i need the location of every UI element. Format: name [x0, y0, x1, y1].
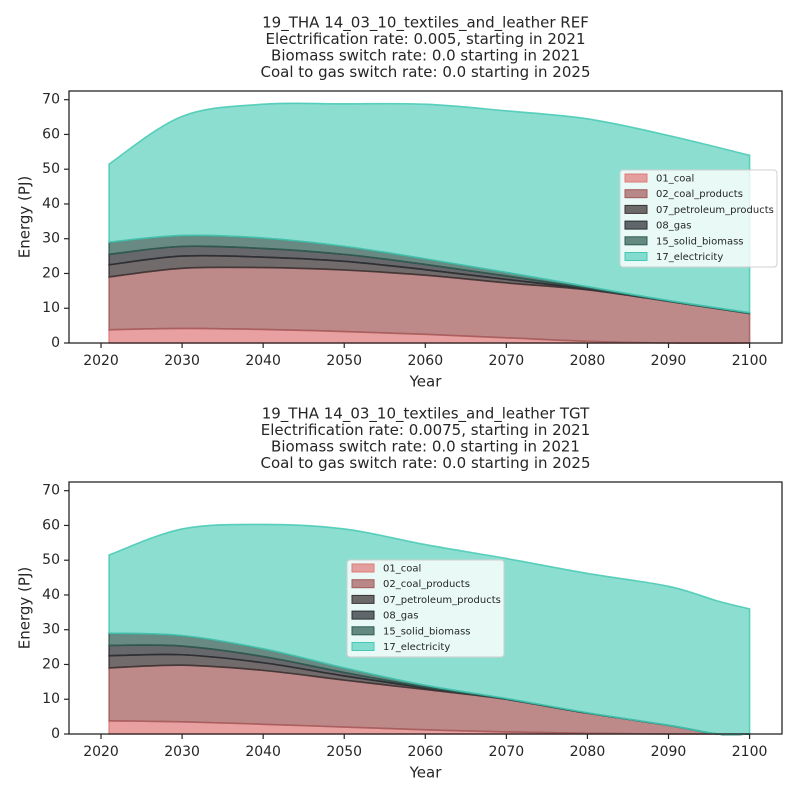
y-axis: 0 10 20 30 40 50 60 70 Energy (PJ) — [16, 483, 69, 742]
chart-title-line-4: Coal to gas switch rate: 0.0 starting in… — [261, 63, 591, 81]
legend-label: 08_gas — [656, 221, 691, 232]
y-tick-label: 10 — [42, 691, 60, 707]
y-tick-label: 40 — [42, 587, 60, 603]
legend-swatch-17-electricity — [351, 642, 375, 651]
legend-box — [619, 169, 778, 268]
x-tick-label: 2050 — [326, 744, 362, 760]
area-layers — [108, 102, 751, 344]
chart-title-line-1: 19_THA 14_03_10_textiles_and_leather TGT — [262, 405, 590, 424]
legend-label: 17_electricity — [383, 642, 450, 653]
subplot-1: 19_THA 14_03_10_textiles_and_leather REF… — [16, 14, 783, 391]
y-tick-label: 50 — [42, 552, 60, 568]
x-tick-label: 2080 — [570, 353, 606, 369]
legend-swatch-08-gas — [351, 610, 375, 620]
x-tick-label: 2080 — [570, 744, 606, 760]
y-tick-label: 20 — [42, 656, 60, 672]
legend: 01_coal 02_coal_products 07_petroleum_prod… — [619, 169, 778, 268]
legend-label: 07_petroleum_products — [656, 205, 774, 216]
y-tick-label: 30 — [42, 231, 60, 247]
subplot-2: 19_THA 14_03_10_textiles_and_leather TGT… — [16, 405, 783, 782]
legend-label: 02_coal_products — [656, 189, 743, 200]
x-tick-label: 2020 — [83, 744, 119, 760]
y-tick-label: 40 — [42, 196, 60, 212]
chart-title-line-3: Biomass switch rate: 0.0 starting in 202… — [271, 438, 580, 456]
y-tick-label: 0 — [51, 335, 60, 351]
x-axis-label: Year — [409, 764, 443, 782]
x-tick-label: 2060 — [407, 744, 443, 760]
x-axis: 2020 2030 2040 2050 2060 2070 2080 2090 2100 Year — [83, 734, 767, 782]
legend-swatch-08-gas — [624, 220, 648, 230]
x-axis-label: Year — [409, 373, 443, 391]
x-tick-label: 2030 — [164, 744, 200, 760]
x-tick-label: 2060 — [407, 353, 443, 369]
chart-title-line-3: Biomass switch rate: 0.0 starting in 202… — [271, 47, 580, 65]
x-tick-label: 2020 — [83, 353, 119, 369]
y-tick-label: 10 — [42, 300, 60, 316]
x-tick-label: 2030 — [164, 353, 200, 369]
y-axis: 0 10 20 30 40 50 60 70 Energy (PJ) — [16, 92, 69, 351]
legend-swatch-15-solid-biomass — [624, 236, 648, 246]
y-tick-label: 60 — [42, 517, 60, 533]
x-tick-label: 2050 — [326, 353, 362, 369]
legend-label: 07_petroleum_products — [383, 595, 501, 606]
y-tick-label: 70 — [42, 92, 60, 108]
y-tick-label: 30 — [42, 622, 60, 638]
chart-title-line-2: Electrification rate: 0.005, starting in… — [265, 30, 585, 48]
y-tick-label: 50 — [42, 161, 60, 177]
x-tick-label: 2100 — [732, 353, 768, 369]
legend-label: 15_solid_biomass — [656, 236, 744, 247]
chart-title-line-4: Coal to gas switch rate: 0.0 starting in… — [261, 454, 591, 472]
y-tick-label: 60 — [42, 126, 60, 142]
legend-label: 15_solid_biomass — [383, 626, 471, 637]
legend-label: 01_coal — [656, 174, 694, 185]
x-tick-label: 2090 — [651, 353, 687, 369]
legend-box — [346, 559, 505, 658]
x-tick-label: 2090 — [651, 744, 687, 760]
chart-title-line-1: 19_THA 14_03_10_textiles_and_leather REF — [262, 14, 589, 33]
y-axis-label: Energy (PJ) — [16, 567, 34, 649]
x-tick-label: 2040 — [245, 353, 281, 369]
x-tick-label: 2040 — [245, 744, 281, 760]
y-tick-label: 70 — [42, 483, 60, 499]
legend-label: 01_coal — [383, 564, 421, 575]
legend-swatch-02-coal-products — [351, 579, 375, 589]
legend-swatch-02-coal-products — [624, 189, 648, 199]
x-tick-label: 2100 — [732, 744, 768, 760]
legend-label: 08_gas — [383, 611, 418, 622]
legend-swatch-17-electricity — [624, 252, 648, 261]
legend-swatch-15-solid-biomass — [351, 626, 375, 636]
y-axis-label: Energy (PJ) — [16, 176, 34, 258]
x-tick-label: 2070 — [489, 353, 525, 369]
x-axis: 2020 2030 2040 2050 2060 2070 2080 2090 2100 Year — [83, 343, 767, 391]
legend-swatch-07-petroleum-products — [624, 204, 648, 214]
legend-swatch-01-coal — [351, 563, 375, 573]
legend: 01_coal 02_coal_products 07_petroleum_prod… — [346, 559, 505, 658]
y-tick-label: 20 — [42, 265, 60, 281]
legend-label: 02_coal_products — [383, 579, 470, 590]
x-tick-label: 2070 — [489, 744, 525, 760]
chart-title-line-2: Electrification rate: 0.0075, starting i… — [261, 421, 591, 439]
y-tick-label: 0 — [51, 726, 60, 742]
legend-swatch-07-petroleum-products — [351, 594, 375, 604]
legend-label: 17_electricity — [656, 252, 723, 263]
legend-swatch-01-coal — [624, 173, 648, 183]
